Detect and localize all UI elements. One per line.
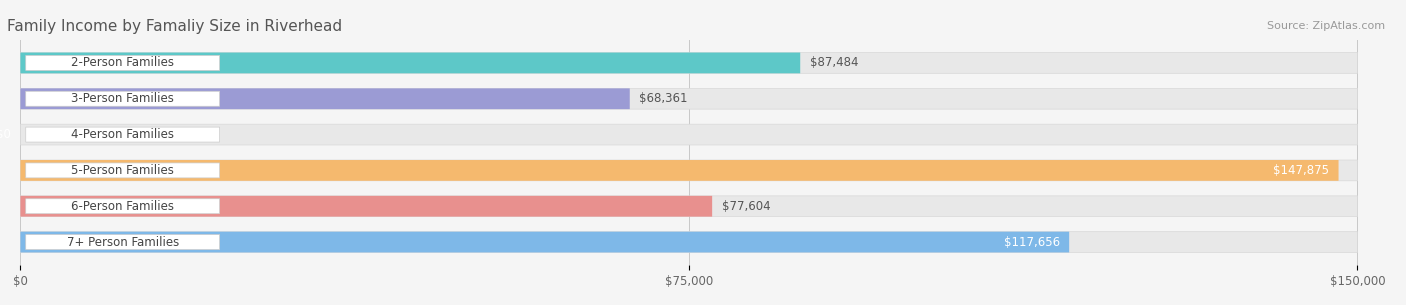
Text: 6-Person Families: 6-Person Families	[72, 200, 174, 213]
Text: Source: ZipAtlas.com: Source: ZipAtlas.com	[1267, 21, 1385, 31]
FancyBboxPatch shape	[21, 52, 1357, 73]
Text: 7+ Person Families: 7+ Person Families	[66, 235, 179, 249]
FancyBboxPatch shape	[21, 196, 713, 217]
FancyBboxPatch shape	[21, 88, 630, 109]
FancyBboxPatch shape	[25, 91, 219, 106]
Text: Family Income by Famaliy Size in Riverhead: Family Income by Famaliy Size in Riverhe…	[7, 19, 342, 34]
Text: $77,604: $77,604	[721, 200, 770, 213]
Text: 5-Person Families: 5-Person Families	[72, 164, 174, 177]
FancyBboxPatch shape	[21, 232, 1357, 253]
FancyBboxPatch shape	[25, 163, 219, 178]
FancyBboxPatch shape	[21, 124, 1357, 145]
Text: $68,361: $68,361	[640, 92, 688, 105]
Text: 3-Person Families: 3-Person Families	[72, 92, 174, 105]
Text: $0: $0	[0, 128, 11, 141]
FancyBboxPatch shape	[21, 88, 1357, 109]
Text: 2-Person Families: 2-Person Families	[72, 56, 174, 70]
Text: $87,484: $87,484	[810, 56, 858, 70]
FancyBboxPatch shape	[25, 127, 219, 142]
Text: $147,875: $147,875	[1274, 164, 1329, 177]
FancyBboxPatch shape	[25, 235, 219, 249]
FancyBboxPatch shape	[25, 199, 219, 214]
Text: 4-Person Families: 4-Person Families	[72, 128, 174, 141]
FancyBboxPatch shape	[21, 160, 1357, 181]
FancyBboxPatch shape	[21, 52, 800, 73]
Text: $117,656: $117,656	[1004, 235, 1060, 249]
FancyBboxPatch shape	[21, 196, 1357, 217]
FancyBboxPatch shape	[21, 232, 1069, 253]
FancyBboxPatch shape	[25, 56, 219, 70]
FancyBboxPatch shape	[21, 160, 1339, 181]
